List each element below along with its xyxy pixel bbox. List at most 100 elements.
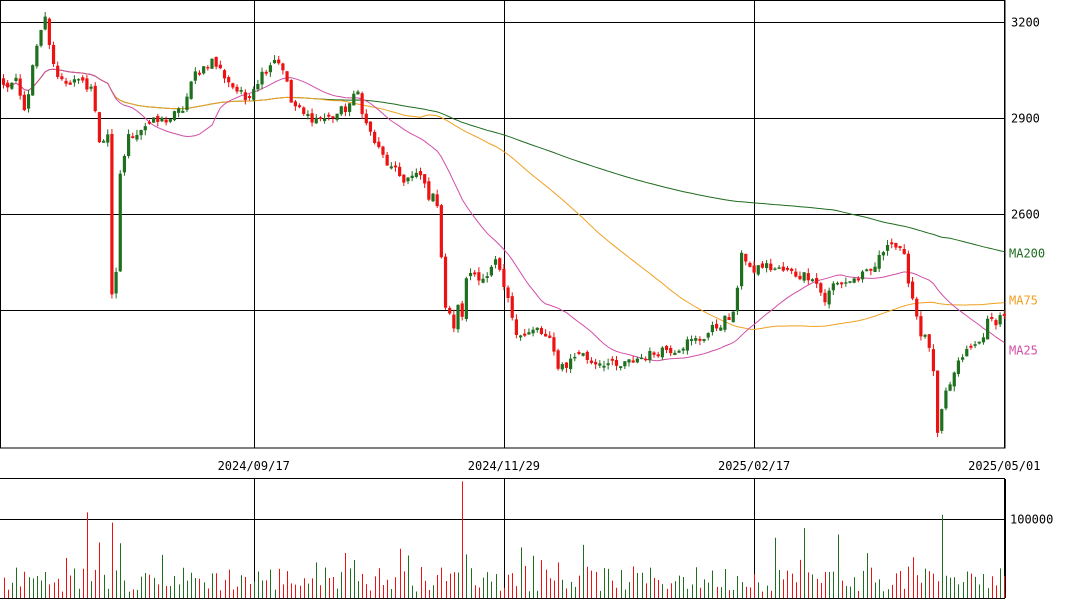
candle-body bbox=[156, 115, 160, 122]
candle-body bbox=[364, 113, 368, 124]
candle-body bbox=[539, 328, 544, 334]
candle bbox=[514, 314, 519, 339]
candle-body bbox=[706, 333, 710, 338]
candle-body bbox=[10, 82, 14, 89]
candle bbox=[247, 94, 252, 101]
candle-body bbox=[664, 345, 669, 350]
candle-body bbox=[652, 352, 656, 355]
candle-body bbox=[172, 111, 177, 121]
candle bbox=[47, 17, 51, 49]
candle-body bbox=[356, 91, 360, 95]
candle-body bbox=[431, 193, 435, 202]
volume-axis-labels: 100000 bbox=[1010, 513, 1053, 527]
candle-body bbox=[819, 283, 823, 293]
candle bbox=[210, 58, 214, 69]
date-tick-label: 2024/11/29 bbox=[468, 459, 540, 473]
candle-body bbox=[51, 44, 56, 65]
candle bbox=[135, 129, 139, 142]
candle bbox=[473, 270, 477, 277]
candle-body bbox=[510, 296, 514, 318]
candle bbox=[648, 347, 652, 364]
candle bbox=[498, 257, 502, 272]
candle bbox=[961, 354, 965, 363]
candle bbox=[652, 351, 656, 358]
candle bbox=[181, 106, 185, 114]
candle-body bbox=[639, 357, 644, 360]
candle-body bbox=[235, 86, 239, 92]
candle bbox=[560, 362, 564, 372]
candle-body bbox=[760, 263, 765, 268]
candle bbox=[556, 348, 560, 371]
candle bbox=[285, 70, 289, 83]
candle-body bbox=[648, 350, 652, 361]
candle-body bbox=[919, 316, 923, 337]
price-tick-label: 2600 bbox=[1011, 207, 1040, 221]
candle bbox=[489, 265, 493, 277]
candle-body bbox=[64, 80, 68, 84]
candle bbox=[14, 73, 18, 83]
candle-body bbox=[252, 89, 256, 100]
candle-body bbox=[902, 249, 906, 255]
candle bbox=[548, 331, 552, 339]
candle bbox=[431, 192, 435, 203]
candle-body bbox=[114, 272, 118, 294]
candle bbox=[456, 304, 460, 333]
candle bbox=[906, 250, 910, 288]
candle-body bbox=[435, 194, 439, 207]
candle bbox=[844, 277, 848, 287]
candle-body bbox=[877, 255, 881, 269]
candle-body bbox=[314, 117, 318, 124]
candle-body bbox=[81, 77, 85, 81]
candle-body bbox=[910, 281, 915, 299]
candle bbox=[969, 343, 973, 350]
candle bbox=[206, 65, 210, 71]
candle bbox=[60, 73, 64, 81]
candle-body bbox=[277, 59, 281, 64]
candle bbox=[952, 371, 956, 392]
candle bbox=[739, 250, 744, 290]
candle bbox=[197, 70, 202, 76]
candle-body bbox=[518, 335, 523, 338]
candle-body bbox=[723, 315, 727, 330]
candle-body bbox=[410, 175, 414, 179]
price-axis-labels: 3200 2900 2600 bbox=[1011, 15, 1040, 221]
candle bbox=[610, 356, 614, 366]
candle bbox=[156, 113, 160, 127]
candle bbox=[281, 62, 285, 75]
candle-body bbox=[72, 79, 76, 83]
candle-body bbox=[76, 79, 81, 81]
ma25-line bbox=[3, 68, 1005, 362]
candle bbox=[552, 332, 556, 356]
candle-body bbox=[89, 86, 93, 89]
candle bbox=[977, 341, 981, 345]
candle bbox=[631, 356, 635, 364]
candle bbox=[368, 121, 373, 136]
candle bbox=[756, 265, 760, 276]
candle-body bbox=[890, 242, 894, 245]
candle bbox=[1002, 310, 1006, 319]
candle bbox=[848, 281, 852, 284]
candle-body bbox=[193, 71, 197, 81]
candle bbox=[785, 265, 790, 272]
candle bbox=[777, 264, 781, 270]
candle-body bbox=[869, 268, 873, 271]
candle-body bbox=[293, 101, 297, 107]
candle-body bbox=[777, 267, 781, 269]
candle bbox=[35, 43, 39, 69]
candle-body bbox=[860, 271, 865, 280]
candles-group bbox=[1, 11, 1006, 437]
candle-body bbox=[448, 307, 452, 314]
candle-body bbox=[202, 66, 206, 74]
candle bbox=[81, 75, 85, 83]
candle bbox=[235, 84, 239, 94]
candle bbox=[143, 122, 147, 136]
candle-body bbox=[339, 106, 343, 115]
candle bbox=[935, 370, 940, 437]
candle bbox=[268, 62, 272, 77]
candle-body bbox=[297, 105, 302, 108]
candle-body bbox=[414, 172, 418, 177]
candle bbox=[752, 260, 756, 274]
candle-body bbox=[268, 65, 272, 73]
candle bbox=[443, 253, 448, 310]
candle bbox=[923, 333, 927, 339]
